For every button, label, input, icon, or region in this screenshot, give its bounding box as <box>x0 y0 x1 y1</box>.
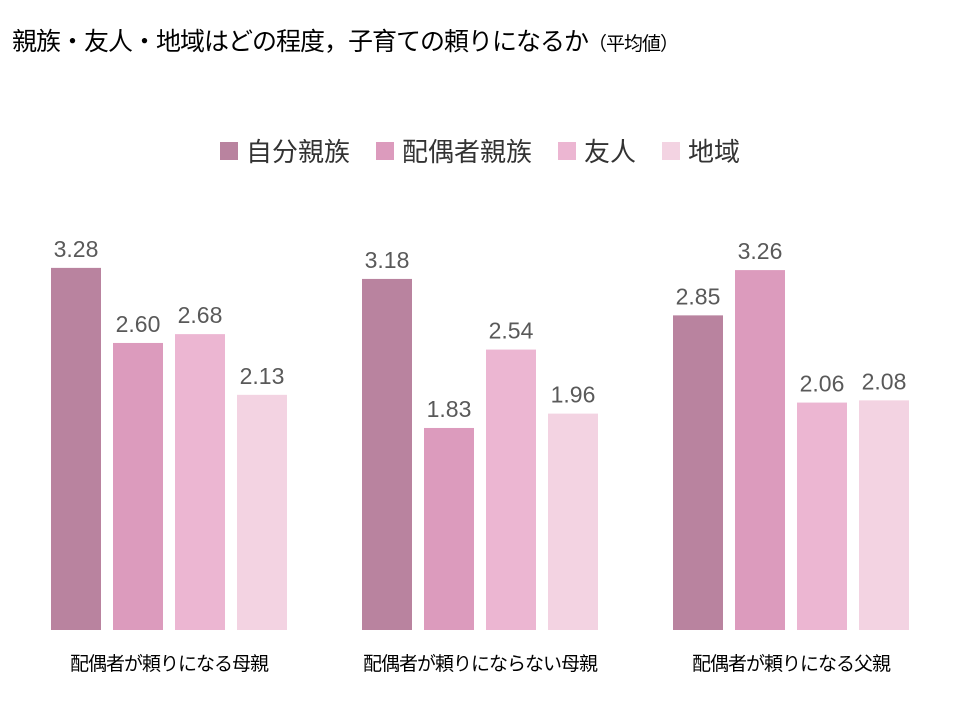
legend-swatch <box>662 141 681 160</box>
data-label: 1.96 <box>551 382 596 408</box>
data-label: 2.54 <box>489 318 534 344</box>
legend-swatch <box>558 141 576 160</box>
bar <box>673 315 723 630</box>
bar <box>735 270 785 630</box>
bar <box>175 334 225 630</box>
data-label: 2.13 <box>240 363 285 389</box>
bar <box>548 413 598 630</box>
bar <box>797 402 847 630</box>
legend-item: 地域 <box>662 132 740 169</box>
title-text: 親族・友人・地域はどの程度，子育ての頼りになるか <box>12 27 589 56</box>
category-label: 配偶者が頼りにならない母親 <box>363 653 598 675</box>
chart-title: 親族・友人・地域はどの程度，子育ての頼りになるか（平均値） <box>12 22 679 58</box>
bar <box>51 267 101 630</box>
legend-label: 配偶者親族 <box>401 138 532 168</box>
bar <box>113 342 163 630</box>
bar <box>362 278 412 630</box>
legend: 自分親族 配偶者親族 友人 地域 <box>0 132 960 169</box>
legend-label: 友人 <box>584 138 637 168</box>
data-label: 2.68 <box>178 302 223 328</box>
bar <box>237 394 287 630</box>
data-label: 2.06 <box>800 371 845 397</box>
bar <box>859 400 909 630</box>
data-label: 2.85 <box>676 283 721 309</box>
legend-label: 自分親族 <box>245 138 350 168</box>
legend-swatch <box>375 141 394 160</box>
bar <box>486 349 536 630</box>
data-label: 3.18 <box>365 247 410 273</box>
data-label: 3.26 <box>738 238 783 264</box>
legend-item: 自分親族 <box>219 132 350 169</box>
title-subtitle: （平均値） <box>588 33 679 55</box>
legend-item: 友人 <box>558 132 636 169</box>
data-label: 1.83 <box>427 396 472 422</box>
data-label: 3.28 <box>54 236 99 262</box>
legend-swatch <box>219 141 238 160</box>
legend-item: 配偶者親族 <box>375 132 532 169</box>
data-label: 2.08 <box>862 368 907 394</box>
legend-label: 地域 <box>688 138 741 168</box>
category-label: 配偶者が頼りになる母親 <box>70 653 269 675</box>
category-label: 配偶者が頼りになる父親 <box>692 653 891 675</box>
data-label: 2.60 <box>116 311 161 337</box>
bar <box>424 427 474 630</box>
